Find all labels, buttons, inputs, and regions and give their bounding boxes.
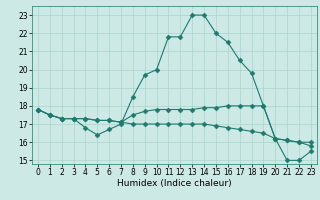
X-axis label: Humidex (Indice chaleur): Humidex (Indice chaleur): [117, 179, 232, 188]
